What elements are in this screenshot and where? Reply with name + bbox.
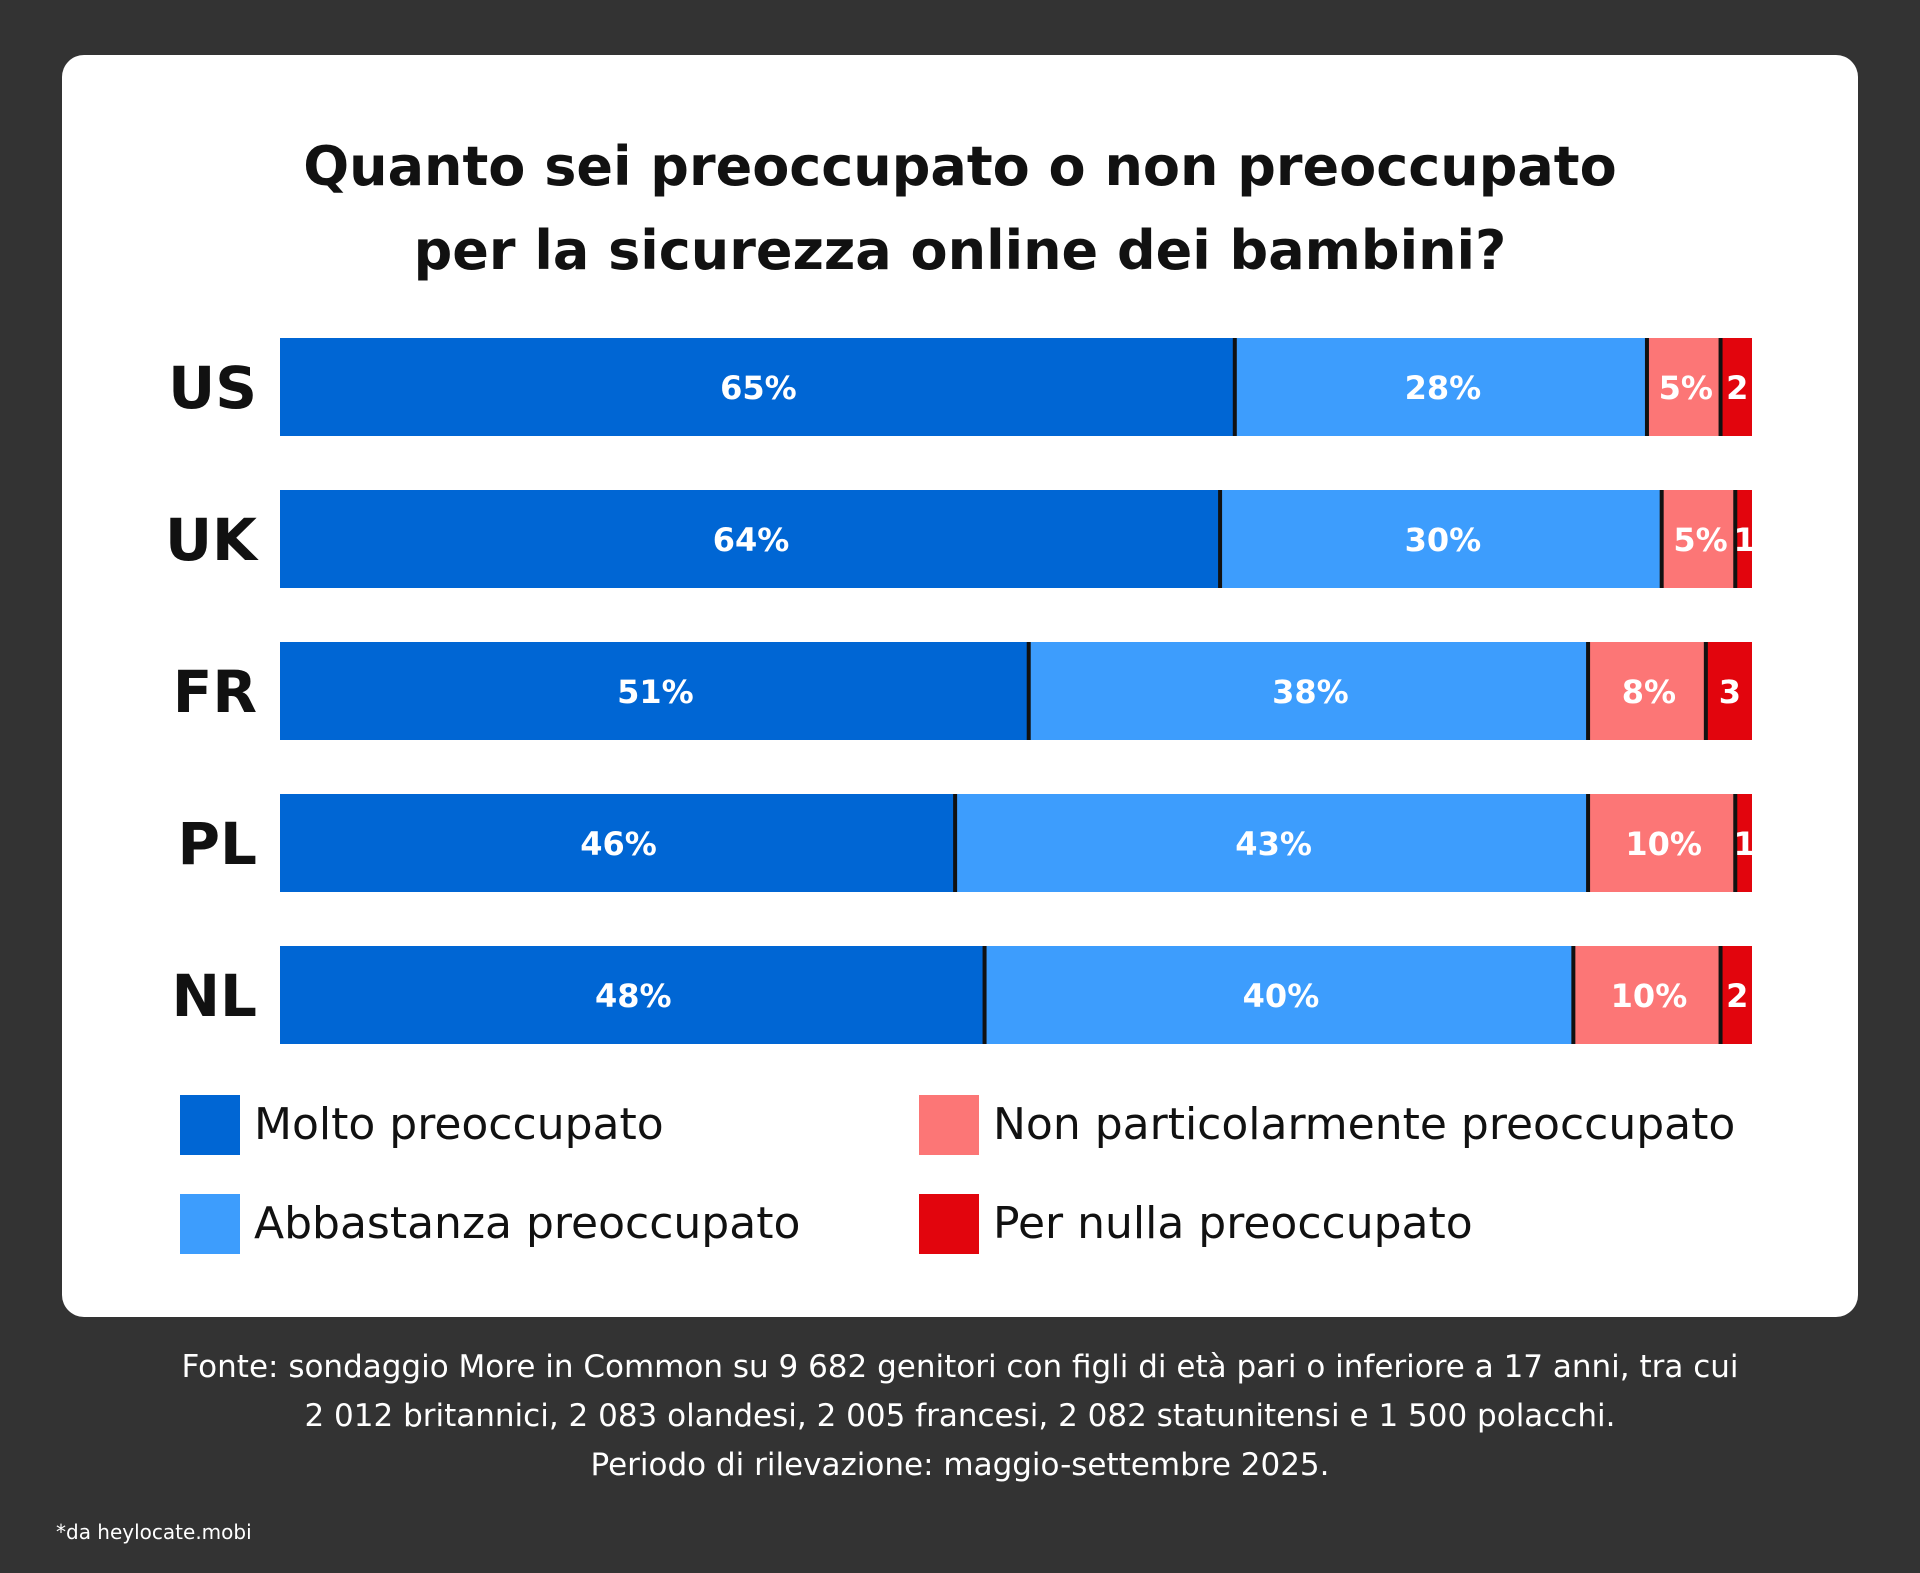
stacked-bar-chart: US 65% 28% 5% 2UK 64% 30% 5% 1FR 51% 38% 8% 3PL 46% 43…: [165, 338, 1756, 1044]
bar-separator-pl-1: [953, 794, 961, 892]
category-label-nl: NL: [172, 962, 258, 1030]
bar-label-nl-2: 40%: [1243, 977, 1320, 1015]
bar-segment-pl-3: [1590, 794, 1738, 892]
source-line-3: Periodo di rilevazione: maggio-settembre…: [590, 1447, 1330, 1483]
bar-separator-fr-2: [1586, 642, 1594, 740]
legend-label-abbastanza: Abbastanza preoccupato: [254, 1198, 801, 1249]
bar-segment-nl-4: [1722, 946, 1752, 1044]
bar-segment-pl-4: [1737, 794, 1752, 892]
bar-separator-us-3: [1718, 338, 1726, 436]
bar-segment-us-1: [280, 338, 1237, 436]
bar-label-uk-3: 5%: [1673, 521, 1727, 559]
bar-segment-pl-1: [280, 794, 958, 892]
bar-separator-uk-2: [1659, 490, 1667, 588]
bar-label-us-3: 5%: [1659, 369, 1713, 407]
bar-segment-fr-1: [280, 642, 1031, 740]
category-label-pl: PL: [178, 810, 257, 878]
bar-separator-us-2: [1644, 338, 1652, 436]
bar-segment-us-4: [1722, 338, 1752, 436]
legend-label-per-nulla: Per nulla preoccupato: [993, 1198, 1473, 1249]
bar-segment-fr-4: [1707, 642, 1752, 740]
bar-segment-nl-2: [986, 946, 1576, 1044]
bar-label-us-4: 2: [1726, 369, 1748, 407]
bar-separator-uk-3: [1733, 490, 1741, 588]
bar-label-pl-2: 43%: [1235, 825, 1312, 863]
bar-segment-nl-3: [1575, 946, 1723, 1044]
bar-separator-fr-3: [1703, 642, 1711, 740]
bar-label-uk-4: 1: [1734, 521, 1756, 559]
source-line-1: Fonte: sondaggio More in Common su 9 682…: [181, 1349, 1739, 1385]
bar-segment-fr-2: [1030, 642, 1591, 740]
category-label-fr: FR: [173, 658, 257, 726]
bar-separator-pl-2: [1586, 794, 1594, 892]
bar-segment-pl-2: [957, 794, 1591, 892]
chart-card: Quanto sei preoccupato o non preoccupato…: [62, 55, 1858, 1317]
legend-swatch-per-nulla: [919, 1194, 979, 1254]
legend-label-non-particolarmente: Non particolarmente preoccupato: [993, 1099, 1736, 1150]
bar-separator-uk-1: [1218, 490, 1226, 588]
source-note: Fonte: sondaggio More in Common su 9 682…: [0, 1343, 1920, 1490]
bar-separator-us-1: [1232, 338, 1240, 436]
chart-title-line-1: Quanto sei preoccupato o non preoccupato: [303, 135, 1617, 198]
legend-swatch-molto: [180, 1095, 240, 1155]
bar-separator-nl-1: [982, 946, 990, 1044]
bar-segment-us-3: [1648, 338, 1723, 436]
source-line-2: 2 012 britannici, 2 083 olandesi, 2 005 …: [304, 1398, 1616, 1434]
bar-segment-uk-3: [1663, 490, 1738, 588]
chart-title: Quanto sei preoccupato o non preoccupato…: [62, 125, 1858, 293]
category-label-us: US: [168, 354, 257, 422]
bar-label-pl-1: 46%: [580, 825, 657, 863]
bar-label-pl-3: 10%: [1625, 825, 1702, 863]
bar-label-nl-4: 2: [1726, 977, 1748, 1015]
bar-label-fr-1: 51%: [617, 673, 694, 711]
legend-swatch-non-particolarmente: [919, 1095, 979, 1155]
bar-label-uk-2: 30%: [1405, 521, 1482, 559]
bar-segment-nl-1: [280, 946, 987, 1044]
bar-segment-uk-4: [1737, 490, 1752, 588]
bar-label-nl-1: 48%: [595, 977, 672, 1015]
bar-separator-fr-1: [1026, 642, 1034, 740]
legend-label-molto: Molto preoccupato: [254, 1099, 664, 1150]
category-label-uk: UK: [165, 506, 259, 574]
credit-note: *da heylocate.mobi: [56, 1520, 252, 1544]
bar-segment-uk-1: [280, 490, 1223, 588]
bar-segment-uk-2: [1222, 490, 1664, 588]
bar-label-fr-3: 8%: [1622, 673, 1676, 711]
legend-swatch-abbastanza: [180, 1194, 240, 1254]
bar-segment-us-2: [1236, 338, 1649, 436]
bar-label-uk-1: 64%: [713, 521, 790, 559]
bar-separator-nl-3: [1718, 946, 1726, 1044]
bar-label-fr-2: 38%: [1272, 673, 1349, 711]
bar-separator-pl-3: [1733, 794, 1741, 892]
bar-label-pl-4: 1: [1734, 825, 1756, 863]
bar-label-nl-3: 10%: [1611, 977, 1688, 1015]
bar-label-us-2: 28%: [1405, 369, 1482, 407]
bar-separator-nl-2: [1571, 946, 1579, 1044]
chart-title-line-2: per la sicurezza online dei bambini?: [413, 219, 1507, 282]
bar-label-fr-4: 3: [1719, 673, 1741, 711]
bar-segment-fr-3: [1590, 642, 1708, 740]
bar-label-us-1: 65%: [720, 369, 797, 407]
